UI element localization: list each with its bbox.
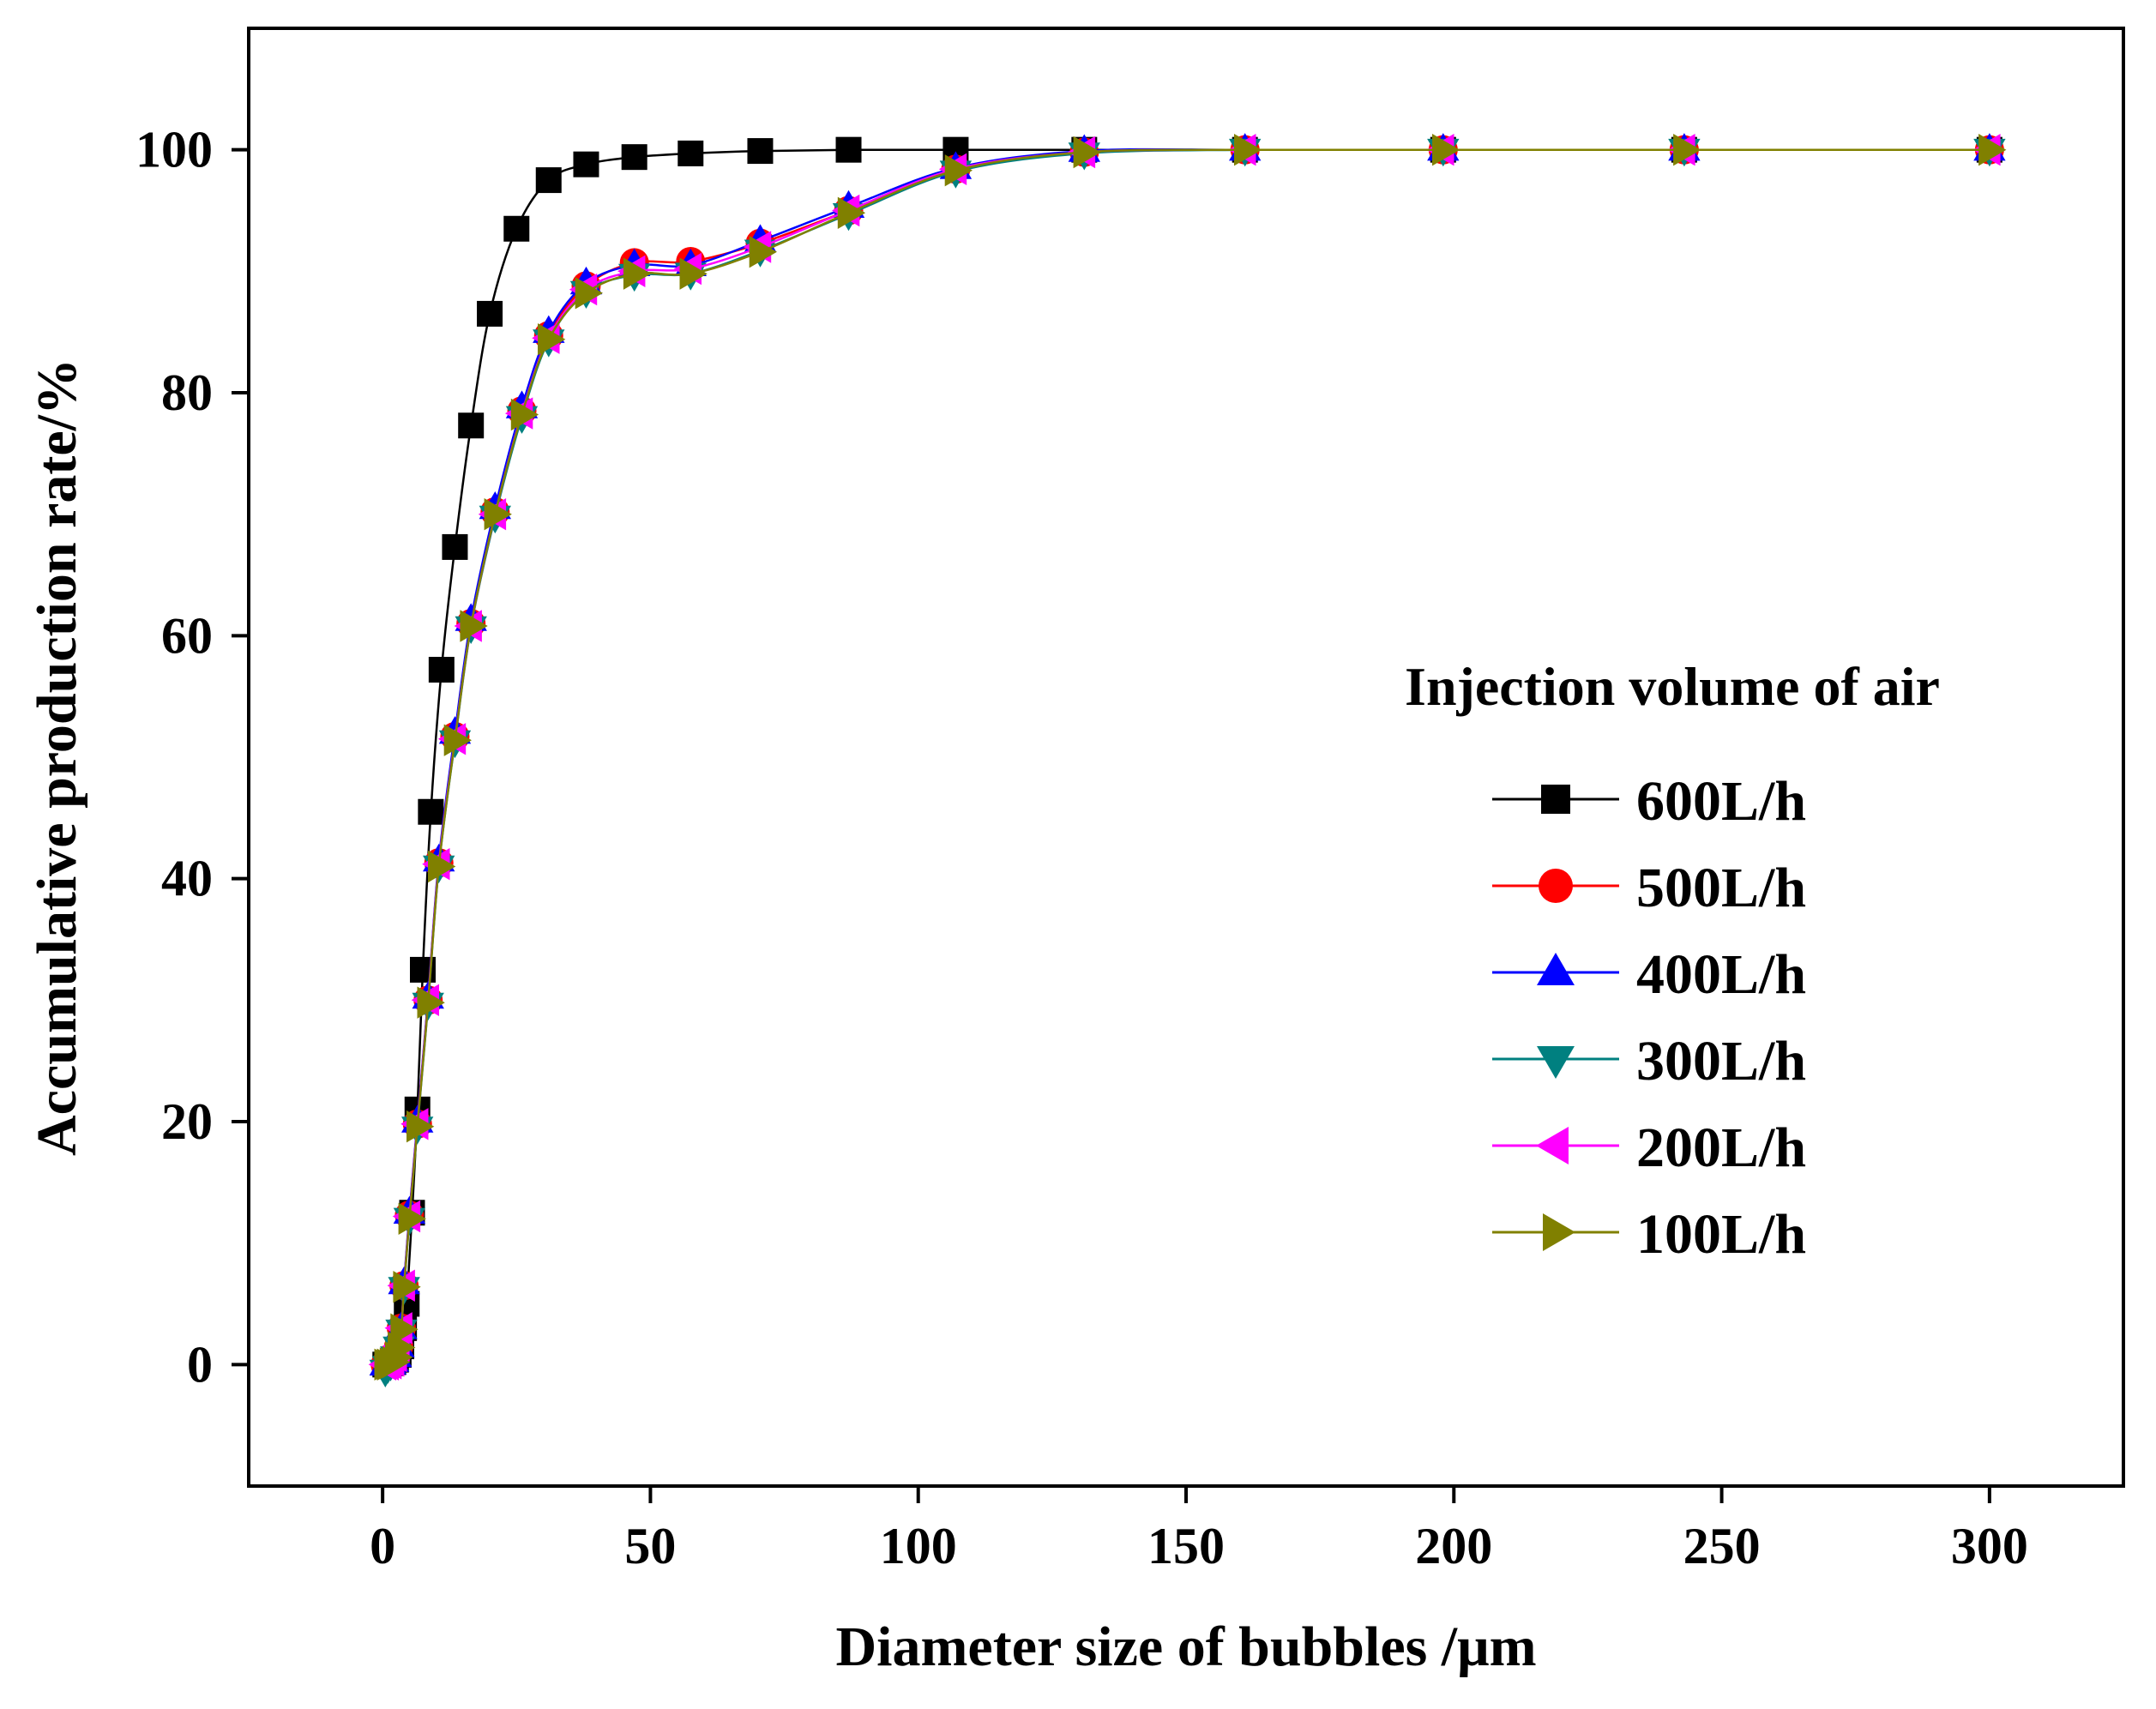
legend-marker bbox=[1537, 953, 1575, 985]
data-point bbox=[573, 151, 599, 178]
data-point bbox=[575, 277, 603, 310]
data-point bbox=[503, 215, 530, 242]
legend-marker bbox=[1536, 1127, 1569, 1164]
y-axis-label: Accumulative production rate/% bbox=[26, 358, 88, 1156]
legend-item: 600L/h bbox=[1492, 770, 1806, 833]
y-tick-label: 80 bbox=[161, 364, 213, 421]
data-point bbox=[837, 196, 866, 229]
legend: 600L/h 500L/h 400L/h 300L/h 200L/h 100L/h bbox=[1492, 770, 1806, 1266]
x-tick-label: 150 bbox=[1147, 1518, 1225, 1574]
x-axis-ticks: 0 50 100 150 200 250 300 bbox=[370, 1486, 2028, 1574]
y-tick-label: 100 bbox=[136, 122, 213, 178]
data-point bbox=[538, 323, 566, 356]
x-tick-label: 0 bbox=[370, 1518, 395, 1574]
legend-marker bbox=[1541, 785, 1570, 814]
legend-item: 200L/h bbox=[1492, 1116, 1806, 1179]
data-point bbox=[623, 257, 652, 290]
data-point bbox=[749, 236, 777, 268]
legend-item: 500L/h bbox=[1492, 857, 1806, 919]
data-point bbox=[484, 498, 512, 531]
data-point bbox=[417, 986, 445, 1019]
legend-item: 300L/h bbox=[1492, 1030, 1806, 1092]
data-point bbox=[1673, 134, 1701, 166]
y-tick-label: 0 bbox=[187, 1336, 213, 1393]
data-point bbox=[407, 1110, 435, 1143]
y-tick-label: 20 bbox=[161, 1093, 213, 1150]
data-point bbox=[393, 1271, 421, 1303]
legend-label: 100L/h bbox=[1636, 1203, 1806, 1266]
legend-marker bbox=[1537, 1046, 1575, 1079]
data-point bbox=[1234, 134, 1262, 166]
legend-label: 500L/h bbox=[1636, 857, 1806, 919]
y-tick-label: 60 bbox=[161, 607, 213, 664]
data-point bbox=[1978, 134, 2007, 166]
data-point bbox=[418, 798, 444, 825]
data-point bbox=[678, 140, 704, 166]
x-tick-label: 200 bbox=[1415, 1518, 1492, 1574]
legend-label: 600L/h bbox=[1636, 770, 1806, 833]
x-tick-label: 250 bbox=[1683, 1518, 1761, 1574]
data-point bbox=[428, 657, 455, 683]
data-point bbox=[398, 1202, 426, 1235]
legend-label: 400L/h bbox=[1636, 943, 1806, 1006]
data-point bbox=[679, 257, 708, 290]
y-tick-label: 40 bbox=[161, 851, 213, 907]
series-layer bbox=[368, 133, 2007, 1387]
data-point bbox=[443, 724, 472, 756]
data-point bbox=[1073, 135, 1101, 169]
data-point bbox=[621, 144, 647, 171]
data-point bbox=[747, 138, 774, 165]
data-point bbox=[442, 533, 468, 560]
series-100lh bbox=[374, 134, 2007, 1381]
data-point bbox=[390, 1313, 419, 1345]
data-point bbox=[535, 167, 562, 194]
legend-item: 100L/h bbox=[1492, 1203, 1806, 1266]
data-point bbox=[835, 136, 862, 163]
data-point bbox=[477, 300, 503, 327]
data-point bbox=[1432, 134, 1460, 166]
data-point bbox=[460, 610, 488, 642]
x-tick-label: 50 bbox=[624, 1518, 676, 1574]
data-point bbox=[510, 398, 539, 431]
legend-item: 400L/h bbox=[1492, 943, 1806, 1006]
data-point bbox=[944, 154, 973, 187]
legend-label: 300L/h bbox=[1636, 1030, 1806, 1092]
data-point bbox=[428, 850, 456, 883]
x-tick-label: 100 bbox=[880, 1518, 957, 1574]
x-tick-label: 300 bbox=[1951, 1518, 2028, 1574]
legend-title: Injection volume of air bbox=[1405, 656, 1940, 717]
x-axis-label: Diameter size of bubbles /μm bbox=[835, 1616, 1536, 1678]
data-point bbox=[458, 412, 485, 439]
legend-marker bbox=[1543, 1213, 1575, 1251]
legend-label: 200L/h bbox=[1636, 1116, 1806, 1179]
y-axis-ticks: 0 20 40 60 80 100 bbox=[136, 122, 249, 1393]
legend-marker bbox=[1539, 869, 1573, 903]
